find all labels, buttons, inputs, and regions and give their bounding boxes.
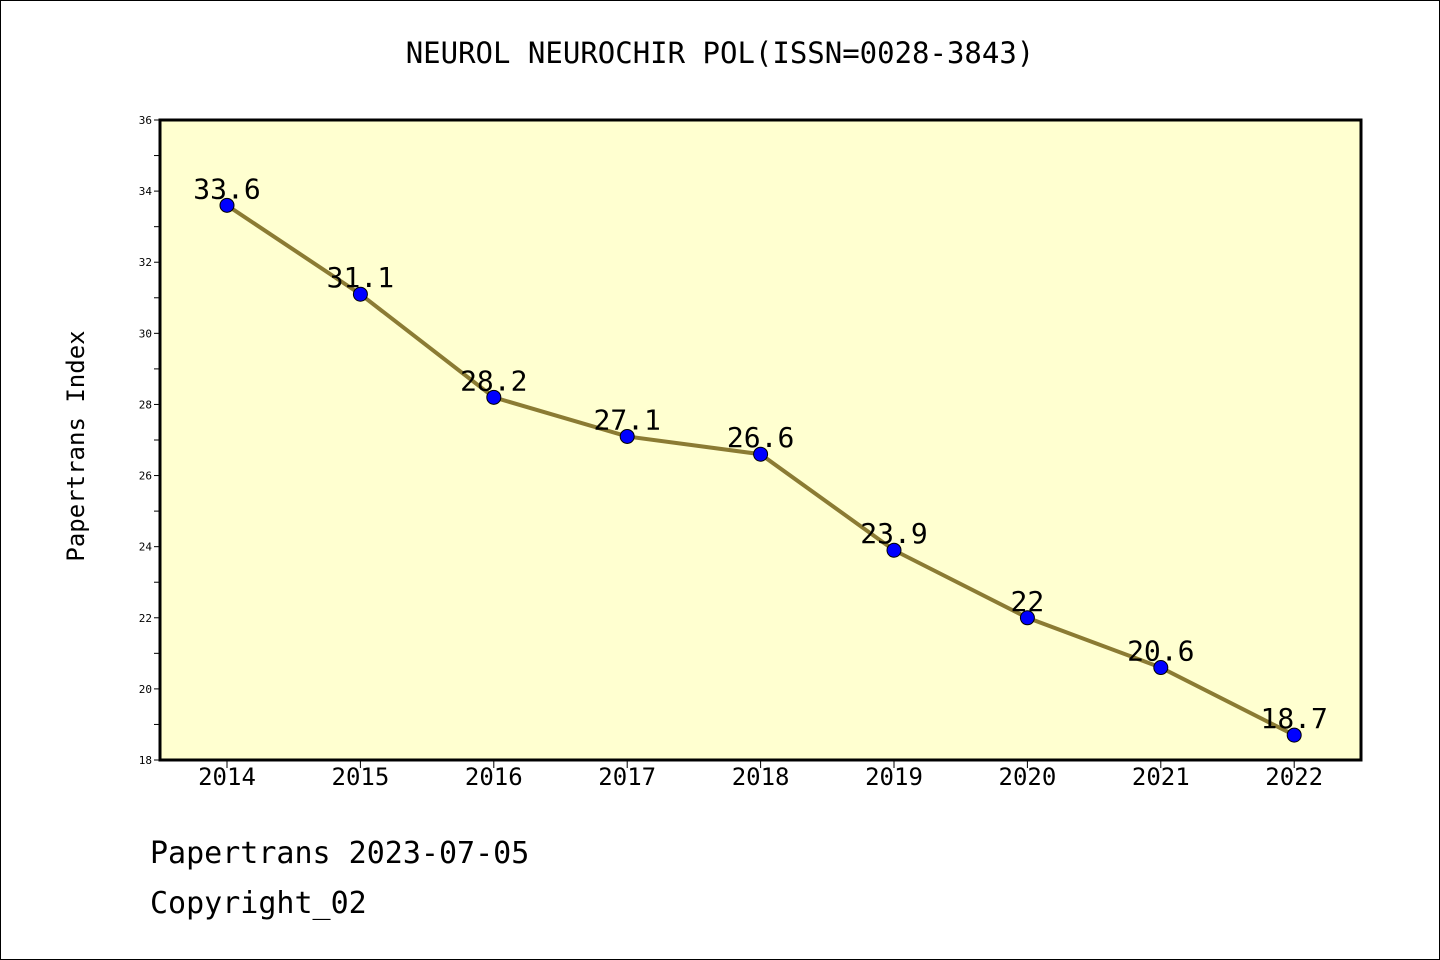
x-tick-label: 2015 bbox=[332, 763, 390, 791]
x-tick-label: 2018 bbox=[732, 763, 790, 791]
data-label: 27.1 bbox=[593, 403, 660, 436]
data-point bbox=[886, 542, 902, 558]
data-point bbox=[1153, 660, 1169, 676]
data-points bbox=[219, 197, 1302, 743]
y-tick-label: 26 bbox=[139, 470, 152, 483]
data-label: 33.6 bbox=[193, 172, 260, 205]
x-tick-label: 2022 bbox=[1265, 763, 1323, 791]
chart-title: NEUROL NEUROCHIR POL(ISSN=0028-3843) bbox=[405, 36, 1035, 70]
data-point bbox=[1286, 727, 1302, 743]
x-tick-label: 2017 bbox=[598, 763, 656, 791]
data-point bbox=[352, 286, 368, 302]
x-tick-label: 2020 bbox=[999, 763, 1057, 791]
data-point bbox=[753, 446, 769, 462]
data-label: 28.2 bbox=[460, 364, 527, 397]
data-label: 18.7 bbox=[1260, 702, 1327, 735]
y-tick-label: 36 bbox=[139, 114, 152, 127]
x-tick-label: 2016 bbox=[465, 763, 523, 791]
data-label: 20.6 bbox=[1127, 635, 1194, 668]
data-labels: 33.6 31.1 28.2 27.1 26.6 23.9 22 20.6 18.7 bbox=[193, 172, 1328, 735]
y-tick-label: 32 bbox=[139, 256, 152, 269]
y-tick-label: 28 bbox=[139, 398, 152, 411]
x-tick-label: 2014 bbox=[198, 763, 256, 791]
y-axis-label: Papertrans Index bbox=[62, 330, 90, 561]
y-tick-label: 24 bbox=[139, 541, 153, 554]
plot-area bbox=[160, 120, 1361, 760]
data-point bbox=[219, 197, 235, 213]
y-tick-label: 20 bbox=[139, 683, 152, 696]
x-axis: 2014 2015 2016 2017 2018 2019 2020 2021 2022 bbox=[198, 760, 1323, 791]
data-point bbox=[1019, 610, 1035, 626]
data-label: 26.6 bbox=[727, 421, 794, 454]
y-tick-label: 34 bbox=[139, 185, 153, 198]
footer-copyright: Copyright_02 bbox=[150, 886, 367, 921]
y-tick-label: 30 bbox=[139, 327, 152, 340]
footer-date-line: Papertrans 2023-07-05 bbox=[150, 836, 530, 871]
x-tick-label: 2021 bbox=[1132, 763, 1190, 791]
data-point bbox=[619, 428, 635, 444]
data-label: 23.9 bbox=[860, 517, 927, 550]
data-point bbox=[486, 389, 502, 405]
plot-border bbox=[158, 118, 1363, 762]
y-tick-label: 18 bbox=[139, 754, 152, 767]
y-tick-label: 22 bbox=[139, 612, 152, 625]
x-tick-label: 2019 bbox=[865, 763, 923, 791]
data-label: 31.1 bbox=[327, 261, 394, 294]
y-axis: 18 20 22 24 26 28 30 32 34 36 bbox=[139, 114, 160, 767]
data-label: 22 bbox=[1011, 585, 1045, 618]
